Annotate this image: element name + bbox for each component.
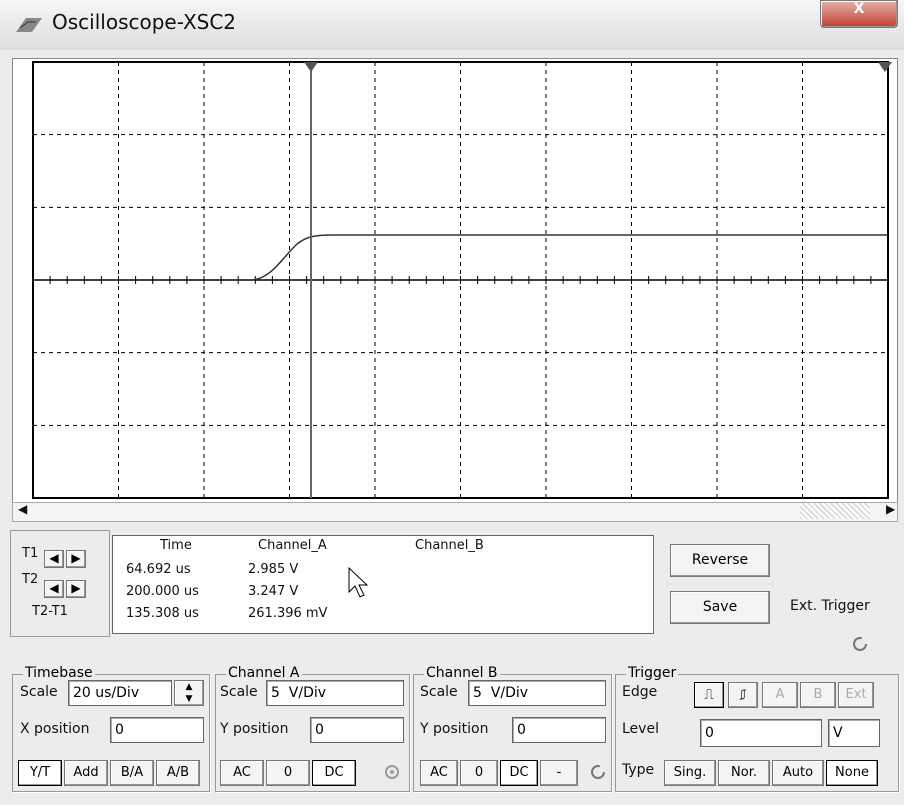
display-mode[interactable]: B/A (110, 760, 154, 786)
group-title: Trigger (626, 665, 679, 681)
falling-edge[interactable]: ⎎ (728, 682, 758, 708)
group-title: Channel A (226, 665, 302, 681)
close-button[interactable]: X (820, 0, 898, 28)
label: Level (622, 721, 659, 737)
coupling[interactable]: 0 (266, 760, 310, 786)
t2-t1-label: T2-T1 (32, 604, 68, 619)
t1-label: T1 (22, 546, 39, 561)
window-title: Oscilloscope-XSC2 (52, 10, 237, 34)
rising-edge[interactable]: ⎍ (694, 682, 724, 708)
cursor-t2-handle (878, 62, 892, 72)
app-icon (16, 18, 42, 32)
title-bar (0, 0, 904, 50)
t2-left[interactable]: ◀ (44, 580, 64, 598)
save-button[interactable]: Save (670, 591, 770, 624)
x-position[interactable]: 0 (110, 717, 204, 743)
scope-screen (32, 61, 892, 499)
channel-b-terminal[interactable] (590, 764, 606, 780)
label: Y position (420, 721, 489, 737)
channel-a-trace (235, 234, 888, 281)
label: Y position (220, 721, 289, 737)
trigger-level[interactable]: 0 (700, 719, 822, 747)
label: Edge (622, 684, 658, 700)
channel-a-terminal[interactable] (384, 764, 400, 780)
readout-channel-a: 3.247 V (248, 584, 299, 599)
scroll-right[interactable]: ▶ (886, 502, 896, 516)
trigger-type[interactable]: None (826, 760, 878, 786)
coupling[interactable]: AC (220, 760, 264, 786)
readout-channel-a: 2.985 V (248, 562, 299, 577)
channel-b-scale[interactable]: 5 V/Div (468, 680, 606, 706)
timebase-scale[interactable]: 20 us/Div (68, 680, 172, 706)
coupling[interactable]: - (540, 760, 578, 786)
readout-box (112, 535, 654, 634)
display-mode[interactable]: Y/T (18, 760, 62, 786)
t1-left[interactable]: ◀ (44, 550, 64, 568)
coupling[interactable]: 0 (460, 760, 498, 786)
y-position[interactable]: 0 (310, 717, 404, 743)
label: Scale (220, 684, 258, 700)
channel-a-scale[interactable]: 5 V/Div (266, 680, 404, 706)
mouse-pointer (348, 566, 369, 598)
readout-header: Channel_A (258, 538, 327, 553)
coupling[interactable]: DC (312, 760, 356, 786)
label: X position (20, 721, 90, 737)
timebase-group: Timebase (12, 665, 210, 792)
trigger-type[interactable]: Sing. (664, 760, 716, 786)
y-position[interactable]: 0 (512, 717, 606, 743)
readout-header: Channel_B (415, 538, 484, 553)
scroll-left[interactable]: ◀ (18, 502, 28, 516)
reverse-button[interactable]: Reverse (670, 544, 770, 577)
readout-channel-a: 261.396 mV (248, 606, 328, 621)
display-mode[interactable]: Add (64, 760, 108, 786)
trigger-source[interactable]: Ext (838, 682, 874, 708)
display-mode[interactable]: A/B (156, 760, 200, 786)
channel-a-group: Channel A (215, 665, 410, 792)
trigger-source[interactable]: B (800, 682, 836, 708)
group-title: Channel B (424, 665, 500, 681)
horizontal-scrollbar[interactable] (12, 502, 898, 522)
label: Scale (420, 684, 458, 700)
readout-time: 64.692 us (126, 562, 191, 577)
readout-header: Time (160, 538, 192, 553)
trigger-type[interactable]: Nor. (718, 760, 770, 786)
ext-trigger-label: Ext. Trigger (790, 598, 870, 614)
cursor-panel (10, 530, 110, 637)
trigger-source[interactable]: A (762, 682, 798, 708)
coupling[interactable]: AC (420, 760, 458, 786)
ext-trigger-terminal[interactable] (852, 636, 868, 652)
readout-time: 135.308 us (126, 606, 199, 621)
channel-b-group: Channel B (413, 665, 612, 792)
level-unit[interactable]: V (828, 719, 880, 747)
spinner[interactable]: ▲ ▼ (174, 680, 204, 706)
readout-time: 200.000 us (126, 584, 199, 599)
scroll-track (800, 503, 870, 519)
group-title: Timebase (23, 665, 95, 681)
label: Scale (20, 684, 58, 700)
t2-right[interactable]: ▶ (66, 580, 86, 598)
label: Type (622, 762, 655, 778)
cursor-t1-handle (304, 62, 318, 72)
t1-right[interactable]: ▶ (66, 550, 86, 568)
trigger-group: Trigger (615, 665, 899, 792)
t2-label: T2 (22, 572, 39, 587)
trigger-type[interactable]: Auto (772, 760, 824, 786)
coupling[interactable]: DC (500, 760, 538, 786)
